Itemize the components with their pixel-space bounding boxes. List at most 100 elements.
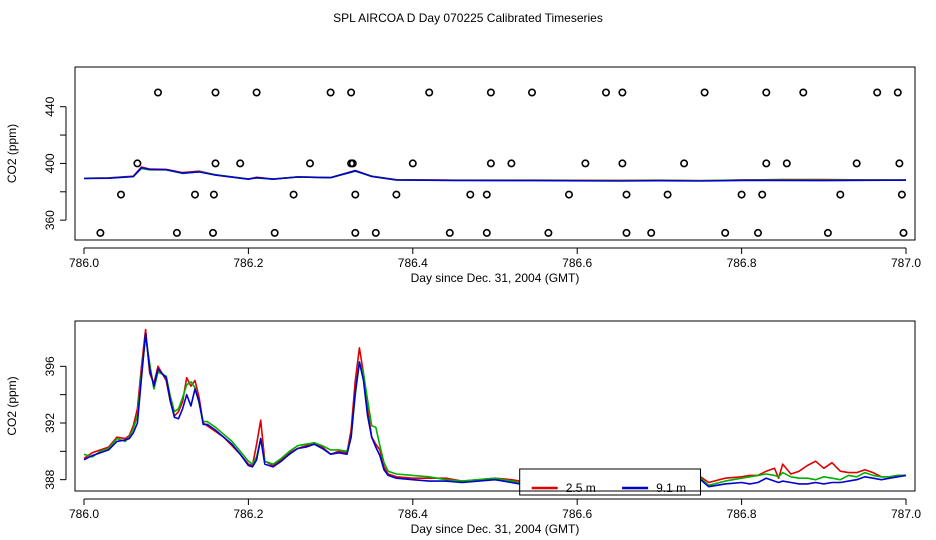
calibration-point <box>680 159 689 168</box>
calibration-point <box>873 88 882 97</box>
x-tick-label: 787.0 <box>891 256 921 270</box>
series-line-blue <box>83 166 907 182</box>
calibration-point <box>663 190 672 199</box>
calibration-point <box>486 159 495 168</box>
calibration-point <box>191 190 200 199</box>
calibration-point <box>618 88 627 97</box>
y-tick-label: 360 <box>43 210 57 230</box>
y-axis-title: CO2 (ppm) <box>5 376 19 435</box>
calibration-point <box>408 159 417 168</box>
calibration-point <box>425 88 434 97</box>
calibration-point <box>236 159 245 168</box>
calibration-point <box>622 228 631 237</box>
y-axis-title: CO2 (ppm) <box>5 124 19 183</box>
series-lines <box>83 166 907 182</box>
y-tick-label: 396 <box>43 356 57 376</box>
calibration-point <box>507 159 516 168</box>
calibration-point <box>351 190 360 199</box>
figure-title: SPL AIRCOA D Day 070225 Calibrated Times… <box>333 11 603 25</box>
series-line-red <box>83 328 906 485</box>
calibration-point <box>133 159 142 168</box>
calibration-point <box>486 88 495 97</box>
plot-frame <box>74 320 916 492</box>
calibration-point <box>211 159 220 168</box>
calibration-point <box>899 228 908 237</box>
panel-top-calibration-plot: 786.0 786.2 786.4 786.6 786.8 787.0 Day since … <box>5 66 921 285</box>
calibration-point <box>647 228 656 237</box>
legend-label-blue: 9.1 m <box>656 481 686 495</box>
calibration-point <box>852 159 861 168</box>
panel-bottom-co2-plot: 2.5 m 9.1 m 786.0 786.2 786.4 786.6 786.8 787.0… <box>5 320 921 536</box>
calibration-point <box>782 159 791 168</box>
calibration-point <box>721 228 730 237</box>
calibration-point <box>348 159 357 168</box>
x-tick-label: 786.2 <box>233 507 263 521</box>
calibration-point <box>326 88 335 97</box>
calibration-point <box>209 190 218 199</box>
calibration-point <box>893 88 902 97</box>
x-axis-title: Day since Dec. 31, 2004 (GMT) <box>411 522 580 536</box>
calibration-point <box>172 228 181 237</box>
x-tick-label: 786.6 <box>562 256 592 270</box>
x-tick-label: 786.6 <box>562 507 592 521</box>
calibration-point <box>466 190 475 199</box>
x-axis-title: Day since Dec. 31, 2004 (GMT) <box>411 271 580 285</box>
calibration-point <box>762 159 771 168</box>
calibration-point <box>270 228 279 237</box>
series-line-blue <box>83 332 907 488</box>
calibration-point <box>753 228 762 237</box>
series-line-green <box>83 334 906 487</box>
calibration-point <box>209 228 218 237</box>
x-tick-label: 786.2 <box>233 256 263 270</box>
y-axis: 360 400 440 CO2 (ppm) <box>5 96 67 230</box>
calibration-point <box>527 88 536 97</box>
y-tick-label: 388 <box>43 469 57 489</box>
calibration-point <box>823 228 832 237</box>
x-tick-label: 786.4 <box>398 256 428 270</box>
calibration-point <box>737 190 746 199</box>
calibration-point <box>305 159 314 168</box>
x-tick-label: 787.0 <box>891 507 921 521</box>
x-tick-label: 786.8 <box>727 507 757 521</box>
calibration-point <box>445 228 454 237</box>
x-tick-label: 786.0 <box>69 507 99 521</box>
plot-frame <box>74 66 916 241</box>
calibration-point <box>96 228 105 237</box>
calibration-point <box>564 190 573 199</box>
calibration-point <box>622 190 631 199</box>
x-axis: 786.0 786.2 786.4 786.6 786.8 787.0 Day since … <box>69 498 921 536</box>
calibration-point <box>154 88 163 97</box>
x-axis: 786.0 786.2 786.4 786.6 786.8 787.0 Day since … <box>69 247 921 285</box>
y-tick-label: 392 <box>43 413 57 433</box>
x-tick-label: 786.0 <box>69 256 99 270</box>
calibration-point <box>581 159 590 168</box>
calibration-point <box>371 228 380 237</box>
calibration-point <box>618 159 627 168</box>
y-tick-label: 400 <box>43 153 57 173</box>
calibration-point <box>211 88 220 97</box>
calibration-point <box>601 88 610 97</box>
calibration-point <box>347 88 356 97</box>
calibration-point <box>836 190 845 199</box>
y-axis: 388 392 396 CO2 (ppm) <box>5 356 67 490</box>
calibration-point <box>351 228 360 237</box>
series-lines <box>83 328 907 488</box>
x-tick-label: 786.8 <box>727 256 757 270</box>
y-tick-label: 440 <box>43 96 57 116</box>
calibration-point <box>482 228 491 237</box>
calibration-point <box>117 190 126 199</box>
calibration-point <box>897 190 906 199</box>
calibration-point <box>392 190 401 199</box>
calibration-point <box>762 88 771 97</box>
calibration-point <box>895 159 904 168</box>
calibration-point <box>289 190 298 199</box>
calibration-point <box>252 88 261 97</box>
x-tick-label: 786.4 <box>398 507 428 521</box>
calibration-point <box>758 190 767 199</box>
calibration-point <box>482 190 491 199</box>
legend-label-red: 2.5 m <box>566 481 596 495</box>
calibration-point <box>544 228 553 237</box>
calibration-point <box>799 88 808 97</box>
